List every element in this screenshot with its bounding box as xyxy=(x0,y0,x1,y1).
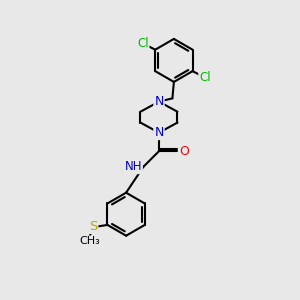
Text: Cl: Cl xyxy=(199,70,211,84)
Text: NH: NH xyxy=(124,160,142,173)
Text: Cl: Cl xyxy=(137,37,148,50)
Text: N: N xyxy=(154,126,164,139)
Text: O: O xyxy=(179,145,189,158)
Text: N: N xyxy=(154,95,164,108)
Text: CH₃: CH₃ xyxy=(79,236,100,246)
Text: S: S xyxy=(89,220,97,233)
